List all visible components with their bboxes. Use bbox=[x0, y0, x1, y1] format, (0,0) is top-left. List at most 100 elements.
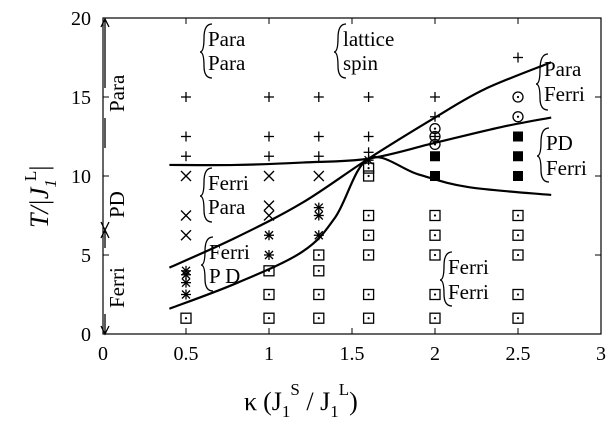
y-axis-title: T/|J1L| bbox=[21, 166, 60, 228]
brace-icon bbox=[199, 23, 213, 79]
x-axis-title: κ (J1S / J1L) bbox=[244, 380, 358, 421]
annotation-para-ferri: Para Ferri bbox=[535, 53, 585, 111]
annotation-pd-ferri-bottom: Ferri bbox=[546, 156, 587, 180]
arrow-up-icon bbox=[100, 17, 110, 28]
dotted-square-marker bbox=[362, 170, 375, 182]
plus-marker bbox=[313, 151, 324, 162]
annotation-ferri-para-bottom: Para bbox=[208, 195, 246, 219]
plus-marker bbox=[181, 92, 191, 102]
dotted-square-marker bbox=[263, 265, 275, 277]
plus-marker bbox=[264, 151, 274, 162]
left-phase-labels: Para PD Ferri bbox=[100, 17, 129, 336]
annotation-ferri-pd-top: Ferri bbox=[209, 240, 250, 264]
star-marker bbox=[264, 250, 274, 260]
x-tick-label: 1.5 bbox=[340, 343, 365, 365]
plus-marker bbox=[181, 131, 191, 142]
cross-marker bbox=[313, 170, 325, 182]
dotted-square-marker bbox=[362, 288, 375, 301]
dotted-square-marker bbox=[429, 229, 441, 241]
left-label-ferri: Ferri bbox=[105, 267, 129, 308]
dotted-square-marker bbox=[362, 249, 375, 261]
dotted-square-marker bbox=[263, 288, 275, 301]
annotation-para-ferri-bottom: Ferri bbox=[544, 82, 585, 106]
arrow-down-icon bbox=[100, 325, 110, 336]
annotation-pd-ferri-top: PD bbox=[546, 131, 573, 155]
plus-marker bbox=[513, 52, 523, 63]
brace-icon bbox=[200, 236, 214, 292]
phase-boundary-curve-3 bbox=[169, 155, 552, 310]
dotted-square-marker bbox=[512, 229, 524, 241]
x-tick-label: 1 bbox=[264, 343, 274, 365]
annotation-pd-ferri: PD Ferri bbox=[536, 127, 587, 183]
dotted-square-marker bbox=[313, 288, 325, 301]
annotation-para-para-bottom: Para bbox=[208, 51, 246, 75]
dotted-circle-marker bbox=[429, 138, 441, 151]
annotation-ferri-para-top: Ferri bbox=[208, 171, 249, 195]
annotation-para-para-top: Para bbox=[208, 27, 246, 51]
dotted-square-marker bbox=[429, 249, 441, 261]
plus-marker bbox=[313, 131, 324, 142]
filled-square-marker bbox=[513, 151, 523, 162]
star-marker bbox=[313, 230, 324, 241]
plus-marker bbox=[313, 92, 324, 102]
dotted-square-marker bbox=[512, 288, 524, 301]
annotation-para-para: Para Para bbox=[199, 23, 246, 79]
dotted-square-marker bbox=[313, 249, 325, 261]
y-tick-label: 10 bbox=[71, 166, 91, 188]
left-label-pd: PD bbox=[105, 191, 129, 218]
dotted-square-marker bbox=[362, 209, 375, 222]
annotation-ferri-ferri-bottom: Ferri bbox=[448, 280, 489, 304]
left-label-para: Para bbox=[105, 74, 129, 112]
x-tick-label: 3 bbox=[596, 343, 606, 365]
brace-icon bbox=[535, 53, 549, 111]
filled-square-marker bbox=[513, 171, 523, 181]
annotation-ferri-ferri-top: Ferri bbox=[448, 255, 489, 279]
y-tick-label: 5 bbox=[81, 245, 91, 267]
plus-marker bbox=[363, 92, 374, 102]
phase-boundary-curve-1 bbox=[169, 116, 552, 167]
cross-marker bbox=[180, 170, 192, 182]
annotation-para-ferri-top: Para bbox=[544, 57, 582, 81]
x-tick-label: 2 bbox=[430, 343, 440, 365]
annotation-lattice-spin: lattice spin bbox=[333, 23, 394, 79]
dotted-circle-marker bbox=[512, 91, 524, 103]
dotted-square-marker bbox=[512, 249, 524, 261]
plus-marker bbox=[264, 92, 274, 102]
x-tick-label: 2.5 bbox=[506, 343, 531, 365]
cross-marker bbox=[263, 210, 275, 221]
plus-marker bbox=[264, 131, 274, 142]
dotted-square-marker bbox=[429, 209, 441, 222]
dotted-square-marker bbox=[512, 209, 524, 222]
dotted-circle-marker bbox=[512, 111, 524, 123]
dotted-square-marker bbox=[263, 312, 275, 324]
dotted-square-marker bbox=[362, 229, 375, 241]
dotted-square-marker bbox=[429, 288, 441, 301]
dotted-circle-marker bbox=[429, 130, 441, 143]
cross-marker bbox=[180, 210, 192, 221]
y-tick-label: 20 bbox=[71, 8, 91, 30]
plus-marker bbox=[430, 92, 440, 102]
brace-icon bbox=[333, 23, 347, 79]
filled-square-marker bbox=[513, 131, 523, 142]
plus-marker bbox=[181, 151, 191, 162]
brace-icon bbox=[536, 127, 550, 183]
dotted-square-marker bbox=[429, 312, 441, 324]
dotted-square-marker bbox=[362, 312, 375, 324]
star-marker bbox=[264, 230, 274, 241]
y-tick-label: 15 bbox=[71, 87, 91, 109]
y-tick-label: 0 bbox=[81, 324, 91, 346]
dotted-square-marker bbox=[313, 312, 325, 324]
star-marker bbox=[313, 210, 324, 221]
x-tick-label: 0.5 bbox=[174, 343, 199, 365]
brace-icon bbox=[439, 251, 453, 307]
brace-icon bbox=[199, 167, 213, 223]
annotation-ferri-pd-bottom: P D bbox=[209, 264, 240, 288]
annotation-lattice-spin-bottom: spin bbox=[343, 51, 379, 75]
annotation-ferri-ferri: Ferri Ferri bbox=[439, 251, 489, 307]
dotted-circle-marker bbox=[429, 122, 441, 135]
dotted-square-marker bbox=[313, 265, 325, 277]
dotted-square-marker bbox=[362, 162, 375, 174]
annotation-ferri-para: Ferri Para bbox=[199, 167, 249, 223]
